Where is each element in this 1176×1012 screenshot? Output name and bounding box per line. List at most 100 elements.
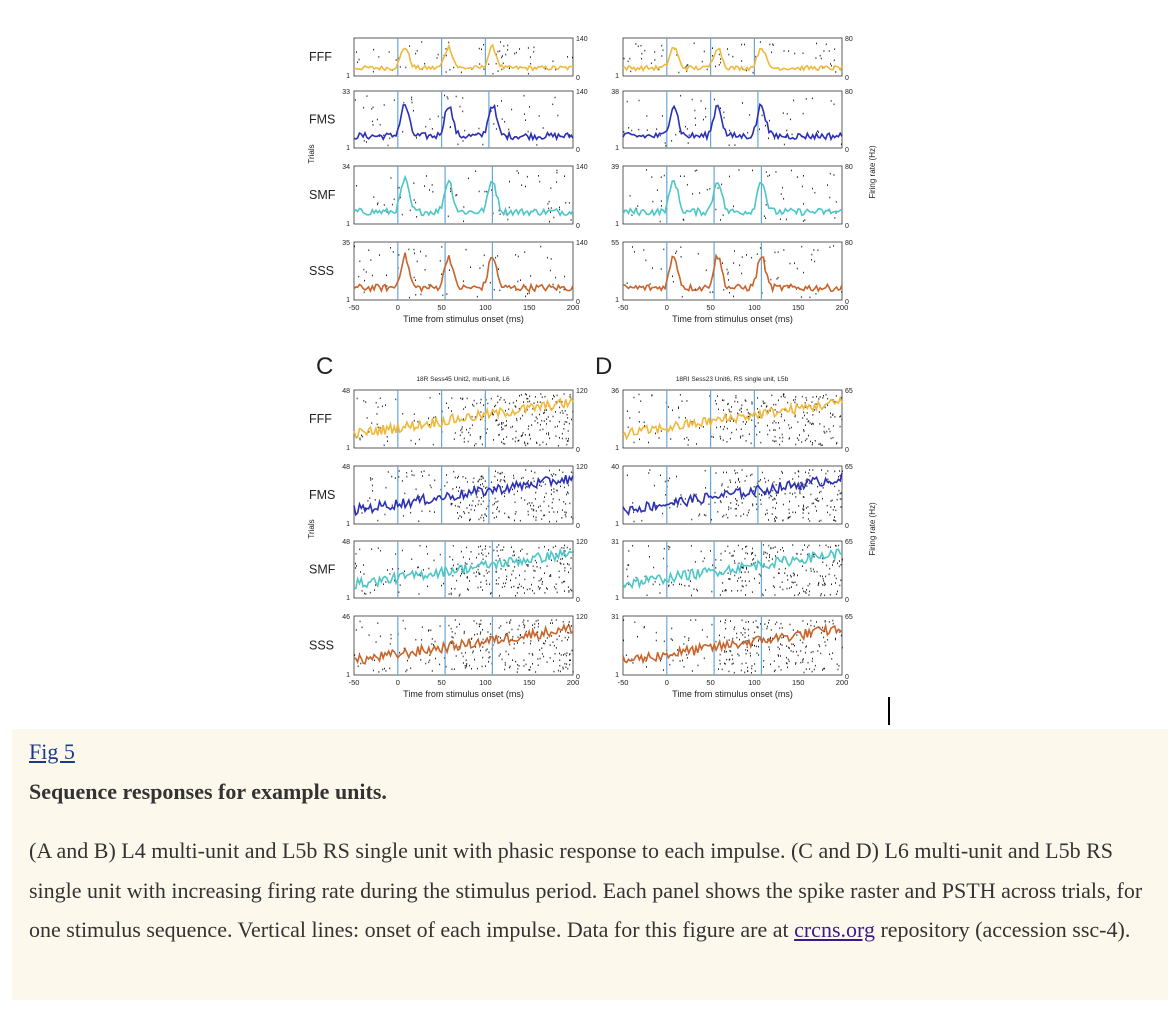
raster-spike bbox=[401, 480, 403, 482]
raster-spike bbox=[739, 481, 741, 483]
raster-spike bbox=[649, 469, 651, 471]
x-tick-label: -50 bbox=[618, 303, 629, 312]
raster-spike bbox=[747, 640, 749, 642]
raster-spike bbox=[757, 411, 759, 413]
raster-spike bbox=[563, 393, 565, 395]
raster-spike bbox=[553, 644, 555, 647]
raster-spike bbox=[646, 594, 648, 597]
raster-spike bbox=[735, 397, 737, 399]
raster-spike bbox=[767, 410, 768, 413]
raster-spike bbox=[816, 497, 818, 500]
rate-min-label: 0 bbox=[576, 147, 580, 154]
raster-spike bbox=[765, 124, 766, 127]
trial-min-label: 1 bbox=[615, 221, 619, 228]
raster-spike bbox=[570, 219, 572, 221]
raster-spike bbox=[794, 492, 796, 494]
raster-spike bbox=[450, 503, 452, 506]
raster-spike bbox=[508, 666, 510, 669]
raster-spike bbox=[751, 591, 753, 593]
raster-spike bbox=[495, 470, 496, 473]
x-tick-label: 150 bbox=[523, 303, 536, 312]
raster-spike bbox=[389, 643, 391, 645]
raster-spike bbox=[731, 590, 733, 592]
raster-spike bbox=[831, 658, 833, 660]
raster-spike bbox=[770, 636, 771, 639]
raster-spike bbox=[480, 475, 482, 478]
raster-spike bbox=[503, 438, 504, 440]
raster-spike bbox=[534, 471, 536, 474]
raster-spike bbox=[485, 399, 487, 401]
raster-spike bbox=[374, 659, 375, 662]
raster-spike bbox=[545, 492, 547, 495]
raster-spike bbox=[520, 417, 521, 420]
raster-spike bbox=[751, 419, 753, 421]
raster-spike bbox=[668, 585, 669, 587]
raster-spike bbox=[824, 583, 826, 586]
raster-spike bbox=[832, 399, 834, 401]
raster-spike bbox=[782, 436, 784, 439]
raster-spike bbox=[550, 574, 552, 576]
raster-spike bbox=[742, 421, 744, 423]
raster-spike bbox=[517, 490, 518, 493]
raster-spike bbox=[691, 98, 693, 101]
raster-spike bbox=[781, 636, 783, 639]
raster-spike bbox=[559, 659, 561, 661]
raster-spike bbox=[754, 554, 756, 557]
raster-spike bbox=[728, 53, 730, 56]
raster-spike bbox=[754, 644, 755, 647]
trial-min-label: 1 bbox=[615, 73, 619, 80]
raster-spike bbox=[490, 481, 492, 483]
raster-spike bbox=[733, 262, 735, 264]
raster-spike bbox=[476, 622, 478, 625]
raster-spike bbox=[549, 437, 551, 440]
raster-spike bbox=[486, 486, 488, 489]
raster-spike bbox=[419, 545, 421, 547]
raster-spike bbox=[729, 420, 731, 422]
raster-spike bbox=[454, 476, 456, 479]
raster-spike bbox=[749, 114, 751, 116]
raster-spike bbox=[637, 635, 638, 638]
crcns-link[interactable]: crcns.org bbox=[794, 917, 875, 942]
raster-spike bbox=[527, 442, 529, 445]
raster-spike bbox=[764, 623, 766, 625]
raster-spike bbox=[514, 519, 515, 522]
raster-spike bbox=[379, 123, 381, 126]
raster-spike bbox=[739, 638, 740, 641]
raster-spike bbox=[480, 478, 482, 481]
raster-spike bbox=[552, 622, 553, 624]
raster-spike bbox=[822, 487, 824, 489]
raster-spike bbox=[778, 572, 779, 574]
raster-spike bbox=[787, 666, 788, 669]
raster-spike bbox=[374, 499, 376, 501]
raster-spike bbox=[535, 516, 537, 519]
raster-spike bbox=[471, 562, 473, 565]
panel-d-title: 18RI Sess23 Unit6, RS single unit, L5b bbox=[676, 376, 789, 383]
raster-spike bbox=[561, 437, 563, 440]
raster-spike bbox=[543, 420, 545, 422]
raster-spike bbox=[486, 515, 487, 517]
raster-spike bbox=[452, 545, 454, 547]
psth-trace-smf bbox=[353, 547, 574, 590]
raster-spike bbox=[786, 113, 788, 115]
raster-spike bbox=[390, 633, 392, 636]
raster-spike bbox=[502, 442, 504, 445]
raster-spike bbox=[564, 544, 565, 547]
raster-spike bbox=[794, 644, 795, 647]
condition-label-smf: SMF bbox=[309, 188, 336, 202]
raster-spike bbox=[469, 518, 471, 520]
raster-spike bbox=[737, 486, 738, 488]
raster-spike bbox=[699, 427, 700, 429]
raster-spike bbox=[676, 250, 678, 253]
raster-spike bbox=[643, 421, 645, 423]
raster-spike bbox=[818, 500, 820, 502]
raster-spike bbox=[472, 500, 474, 502]
raster-spike bbox=[474, 444, 475, 447]
raster-spike bbox=[563, 654, 564, 656]
raster-spike bbox=[788, 660, 790, 663]
raster-spike bbox=[766, 512, 768, 515]
raster-spike bbox=[480, 503, 482, 506]
raster-spike bbox=[564, 567, 566, 569]
figure-link[interactable]: Fig 5 bbox=[29, 739, 75, 764]
raster-spike bbox=[835, 544, 836, 547]
raster-spike bbox=[568, 202, 570, 204]
